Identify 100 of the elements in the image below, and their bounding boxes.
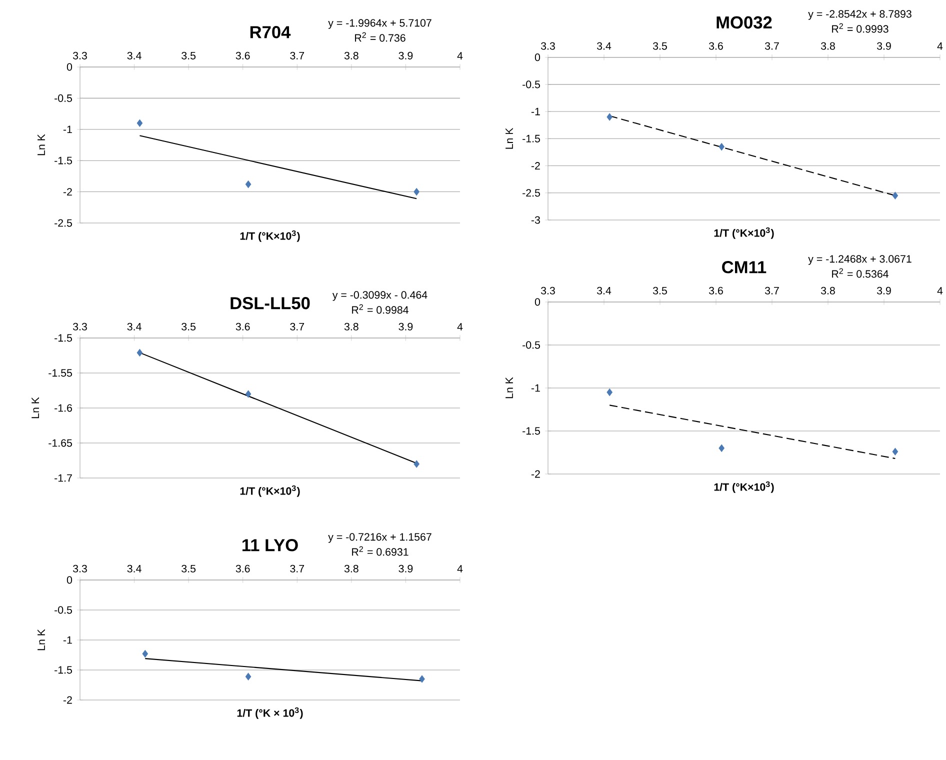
x-tick-label: 3.6 xyxy=(236,322,250,330)
x-tick-label: 3.7 xyxy=(764,286,779,294)
x-tick-label: 3.7 xyxy=(290,322,304,330)
text: R$^{2}$ = 0.9993 xyxy=(832,23,888,33)
y-tick-label: -1 xyxy=(63,636,72,644)
x-tick-label: 3.6 xyxy=(236,52,250,60)
point xyxy=(414,460,420,468)
x-tick-label: 3.5 xyxy=(182,564,196,572)
x-tick-label: 3.5 xyxy=(182,52,196,60)
x-tick-label: 3.8 xyxy=(820,42,835,50)
x-tick-label: 3.5 xyxy=(652,42,667,50)
y-tick-label: -3 xyxy=(531,216,540,224)
x-tick-label: 3.4 xyxy=(127,52,142,60)
text: y = -0.7216x + 1.1567 xyxy=(328,533,432,543)
y-axis-title: Ln K xyxy=(506,377,513,398)
x-tick-label: 3.3 xyxy=(540,286,555,294)
y-tick-label: 0 xyxy=(534,54,540,62)
x-tick-label: 3.8 xyxy=(344,52,358,60)
y-tick-label: -2 xyxy=(63,696,72,704)
text: R$^{2}$ = 0.9984 xyxy=(352,304,408,314)
x-tick-label: 4 xyxy=(457,323,463,330)
y-tick-label: -1.5 xyxy=(522,134,540,142)
text: y = -1.9964x + 5.7107 xyxy=(328,19,432,29)
point xyxy=(414,188,420,196)
y-axis-title: Ln K xyxy=(506,128,513,149)
y-tick-label: -1.7 xyxy=(54,474,72,482)
x-tick-label: 4 xyxy=(937,287,943,294)
y-tick-label: -1 xyxy=(531,108,540,116)
x-tick-label: 4 xyxy=(457,52,463,60)
x-tick-label: 3.3 xyxy=(72,564,87,572)
x-axis-title: 1/T (°K×10$^{3}$) xyxy=(714,481,774,493)
x-axis-title: 1/T (°K × 10$^{3}$) xyxy=(237,707,303,719)
point xyxy=(245,390,252,398)
y-axis-title: Ln K xyxy=(32,397,39,418)
x-tick-label: 3.8 xyxy=(344,322,358,330)
point xyxy=(419,675,425,683)
x-tick-label: 4 xyxy=(937,42,943,50)
x-tick-label: 3.6 xyxy=(708,42,723,50)
y-tick-label: -0.5 xyxy=(54,606,72,614)
point xyxy=(892,448,898,456)
y-tick-label: -1.65 xyxy=(48,439,72,447)
text: y = -1.2468x + 3.0671 xyxy=(808,255,912,265)
point xyxy=(606,113,612,121)
y-tick-label: -1.5 xyxy=(54,666,72,674)
x-tick-label: 3.9 xyxy=(398,564,413,572)
point xyxy=(136,119,143,127)
y-tick-label: -2.5 xyxy=(54,219,72,227)
x-tick-label: 3.7 xyxy=(764,42,779,50)
point xyxy=(718,143,724,151)
y-tick-label: -1.55 xyxy=(48,369,72,377)
y-tick-label: -2 xyxy=(63,188,72,196)
point xyxy=(245,672,252,680)
y-tick-label: -0.5 xyxy=(522,80,540,88)
x-tick-label: 3.5 xyxy=(652,286,667,294)
x-axis-title: 1/T (°K×10$^{3}$) xyxy=(240,485,300,497)
y-tick-label: -2 xyxy=(531,470,540,478)
y-tick-label: -1.5 xyxy=(54,334,72,342)
x-tick-label: 3.6 xyxy=(236,564,250,572)
chart-title: R704 xyxy=(250,26,291,38)
y-tick-label: 0 xyxy=(66,63,72,71)
x-tick-label: 3.4 xyxy=(127,322,142,330)
y-tick-label: -0.5 xyxy=(522,341,540,349)
y-axis-title: Ln K xyxy=(38,629,45,650)
x-tick-label: 3.4 xyxy=(127,564,142,572)
text: R$^{2}$ = 0.6931 xyxy=(352,546,408,556)
chart-title: DSL-LL50 xyxy=(230,297,310,310)
x-tick-label: 3.7 xyxy=(290,564,304,572)
y-axis-title: Ln K xyxy=(38,134,45,156)
point xyxy=(142,650,148,658)
text: y = -0.3099x - 0.464 xyxy=(332,291,428,301)
point xyxy=(892,192,898,200)
x-tick-label: 3.3 xyxy=(540,42,555,50)
y-tick-label: -1 xyxy=(63,126,72,134)
y-tick-label: 0 xyxy=(66,576,72,584)
text: R$^{2}$ = 0.736 xyxy=(355,32,406,42)
chart-title: 11 LYO xyxy=(242,539,298,552)
x-tick-label: 4 xyxy=(457,565,463,572)
x-axis-title: 1/T (°K×10$^{3}$) xyxy=(714,227,774,239)
x-tick-label: 3.6 xyxy=(708,286,723,294)
x-tick-label: 3.9 xyxy=(398,322,413,330)
point xyxy=(245,180,252,188)
y-tick-label: -2 xyxy=(531,162,540,170)
point xyxy=(718,444,724,452)
x-tick-label: 3.9 xyxy=(876,42,891,50)
text: R$^{2}$ = 0.5364 xyxy=(832,268,888,278)
x-tick-label: 3.8 xyxy=(820,286,835,294)
y-tick-label: -1.6 xyxy=(54,404,72,412)
point xyxy=(606,388,612,396)
x-tick-label: 3.7 xyxy=(290,52,304,60)
x-tick-label: 3.4 xyxy=(596,42,612,50)
x-axis-title: 1/T (°K×10$^{3}$) xyxy=(240,230,300,242)
x-tick-label: 3.9 xyxy=(876,286,891,294)
x-tick-label: 3.4 xyxy=(596,286,612,294)
y-tick-label: -1 xyxy=(531,384,540,392)
y-tick-label: -0.5 xyxy=(54,94,72,102)
x-tick-label: 3.3 xyxy=(72,322,87,330)
text: y = -2.8542x + 8.7893 xyxy=(808,10,912,20)
x-tick-label: 3.9 xyxy=(398,52,413,60)
x-tick-label: 3.3 xyxy=(72,52,87,60)
x-tick-label: 3.8 xyxy=(344,564,358,572)
